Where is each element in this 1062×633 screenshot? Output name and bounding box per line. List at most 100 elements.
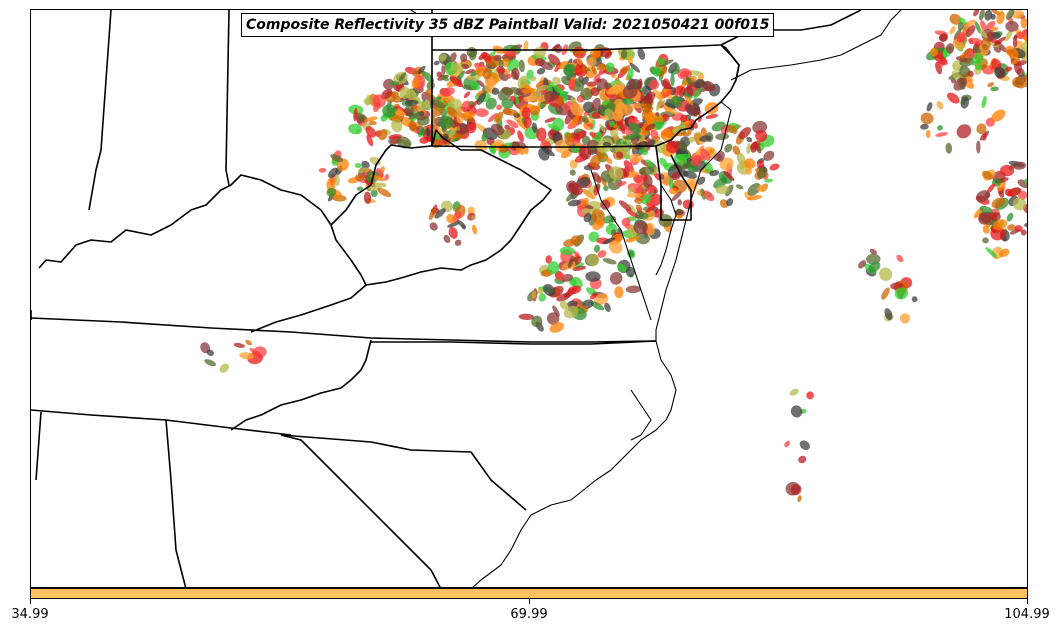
reflectivity-blob <box>665 141 679 154</box>
reflectivity-blob <box>660 128 673 141</box>
map-canvas <box>31 10 1027 587</box>
reflectivity-blob <box>693 87 701 100</box>
reflectivity-blob <box>475 108 489 118</box>
reflectivity-blob <box>1012 76 1025 88</box>
reflectivity-blob <box>616 151 624 159</box>
reflectivity-blob <box>328 167 338 178</box>
reflectivity-blob <box>956 124 972 139</box>
reflectivity-blob <box>652 89 664 101</box>
reflectivity-blob <box>626 192 643 198</box>
reflectivity-blob <box>433 60 440 66</box>
reflectivity-blob <box>382 104 397 118</box>
reflectivity-blob <box>602 258 617 265</box>
reflectivity-blob <box>621 65 631 75</box>
reflectivity-blob <box>494 111 504 123</box>
reflectivity-blob <box>586 56 597 67</box>
reflectivity-blob <box>532 105 540 112</box>
reflectivity-blob <box>936 50 944 60</box>
reflectivity-blob <box>980 20 987 31</box>
reflectivity-blob <box>978 211 992 225</box>
reflectivity-blob <box>504 124 510 130</box>
reflectivity-blob <box>581 65 588 72</box>
reflectivity-blob <box>890 282 903 290</box>
reflectivity-blob <box>662 78 671 92</box>
reflectivity-blob <box>674 209 684 216</box>
map-panel <box>30 9 1028 588</box>
reflectivity-blob <box>563 305 579 319</box>
reflectivity-blob <box>678 144 686 152</box>
state-border-georgia-south-carolina <box>280 434 441 587</box>
reflectivity-blob <box>417 65 426 75</box>
reflectivity-blob <box>498 59 504 69</box>
reflectivity-blob <box>399 72 407 81</box>
reflectivity-blob <box>363 191 372 204</box>
reflectivity-blob <box>609 84 625 95</box>
reflectivity-blob <box>752 120 768 134</box>
reflectivity-blob <box>568 255 574 269</box>
reflectivity-blob <box>937 125 943 131</box>
reflectivity-blob <box>719 199 729 208</box>
reflectivity-blob <box>806 391 814 400</box>
reflectivity-blob <box>945 142 953 154</box>
reflectivity-blob <box>428 207 437 221</box>
reflectivity-blob <box>204 359 217 367</box>
reflectivity-blob <box>546 312 560 325</box>
reflectivity-blob <box>677 199 682 206</box>
reflectivity-blob <box>628 153 643 163</box>
reflectivity-blob <box>470 81 481 91</box>
state-border-virginia-south <box>31 317 657 343</box>
reflectivity-blob <box>946 92 960 104</box>
reflectivity-blob <box>620 49 628 60</box>
reflectivity-blob <box>671 191 682 202</box>
reflectivity-blob <box>364 116 378 122</box>
coastline <box>410 10 902 587</box>
reflectivity-blob <box>1005 45 1019 59</box>
reflectivity-blob <box>547 53 561 66</box>
reflectivity-blob <box>353 108 358 122</box>
reflectivity-blob <box>529 76 537 82</box>
reflectivity-blob <box>439 115 453 129</box>
reflectivity-blob <box>425 99 431 111</box>
reflectivity-blob <box>545 255 552 264</box>
reflectivity-blob <box>544 117 557 123</box>
reflectivity-blob <box>421 71 435 83</box>
reflectivity-blob <box>648 112 664 123</box>
reflectivity-blob <box>659 157 668 168</box>
reflectivity-blob <box>665 106 678 115</box>
reflectivity-blob <box>623 160 634 173</box>
reflectivity-blob <box>566 192 574 202</box>
reflectivity-blob <box>457 70 465 82</box>
reflectivity-blob <box>556 96 564 106</box>
reflectivity-blob <box>670 95 683 108</box>
reflectivity-blob <box>408 120 417 132</box>
reflectivity-blob <box>356 186 363 191</box>
reflectivity-blob <box>627 67 634 81</box>
reflectivity-blob <box>996 10 1005 25</box>
reflectivity-blob <box>1012 197 1027 211</box>
reflectivity-blob <box>680 114 688 123</box>
reflectivity-blob <box>472 224 477 235</box>
reflectivity-blob <box>1007 224 1016 231</box>
reflectivity-blob <box>493 54 502 62</box>
reflectivity-blob <box>1000 164 1015 177</box>
state-border-ohio-pennsylvania <box>225 10 230 186</box>
reflectivity-blob <box>363 98 372 105</box>
reflectivity-blob <box>443 234 451 244</box>
reflectivity-blob <box>604 156 613 164</box>
reflectivity-blob <box>975 64 983 70</box>
reflectivity-blob <box>570 276 583 289</box>
colorbar-tick-label-max: 104.99 <box>1004 607 1050 622</box>
reflectivity-blob <box>982 237 989 244</box>
reflectivity-blob <box>1014 225 1023 232</box>
reflectivity-blob <box>975 190 990 203</box>
reflectivity-blob <box>614 286 624 299</box>
reflectivity-blob <box>537 84 549 91</box>
reflectivity-blob <box>627 186 634 194</box>
reflectivity-blob <box>396 136 412 149</box>
reflectivity-blob <box>496 65 505 74</box>
reflectivity-blob <box>956 31 966 43</box>
reflectivity-blob <box>724 143 733 153</box>
reflectivity-blob <box>634 197 644 204</box>
reflectivity-blob <box>925 129 931 139</box>
reflectivity-blob <box>949 13 962 25</box>
